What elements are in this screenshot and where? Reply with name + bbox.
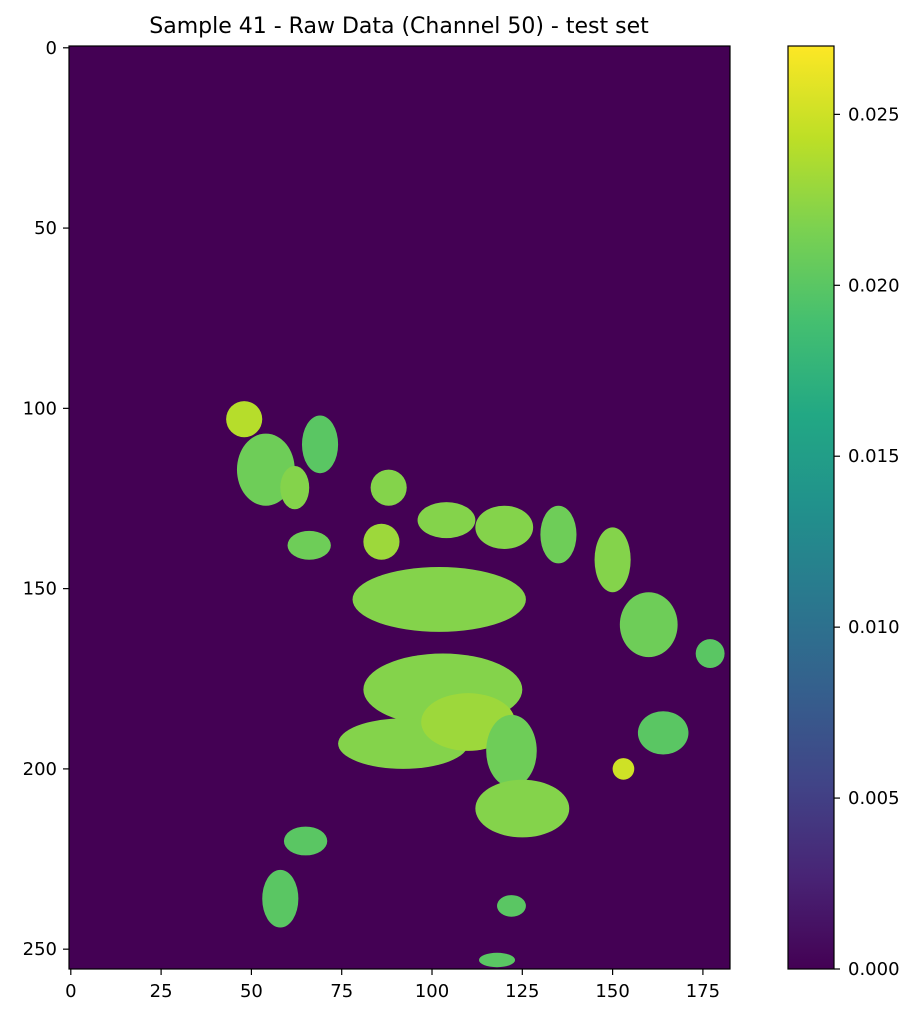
tissue-region bbox=[417, 502, 476, 539]
x-tick-label: 75 bbox=[330, 981, 353, 1002]
y-tick-label: 250 bbox=[23, 939, 57, 960]
tissue-region bbox=[478, 952, 516, 968]
colorbar-tick-label: 0.015 bbox=[848, 446, 900, 467]
chart-title: Sample 41 - Raw Data (Channel 50) - test… bbox=[149, 14, 649, 39]
y-tick-label: 150 bbox=[23, 579, 57, 600]
tissue-region bbox=[540, 505, 577, 564]
y-tick-label: 100 bbox=[23, 398, 57, 419]
x-axis: 0 25 50 75 100 125 150 175 bbox=[65, 969, 720, 1002]
x-tick-label: 125 bbox=[505, 981, 539, 1002]
heatmap-background bbox=[69, 46, 730, 969]
x-tick-label: 25 bbox=[150, 981, 173, 1002]
colorbar-tick-label: 0.010 bbox=[848, 617, 900, 638]
tissue-region bbox=[236, 433, 295, 506]
colorbar-tick-label: 0.020 bbox=[848, 275, 900, 296]
y-tick-label: 0 bbox=[46, 38, 57, 59]
colorbar-gradient bbox=[787, 45, 835, 970]
tissue-region bbox=[497, 895, 526, 917]
tissue-region bbox=[262, 869, 299, 928]
y-tick-label: 50 bbox=[34, 218, 57, 239]
tissue-region bbox=[283, 826, 328, 856]
tissue-region bbox=[352, 566, 526, 632]
x-tick-label: 100 bbox=[415, 981, 449, 1002]
plot-frame bbox=[68, 45, 731, 970]
tissue-region bbox=[637, 711, 689, 755]
y-axis: 0 50 100 150 200 250 bbox=[23, 38, 69, 960]
tissue-region bbox=[287, 530, 331, 560]
colorbar-ticks: 0.000 0.005 0.010 0.015 0.020 0.025 bbox=[834, 104, 900, 980]
tissue-region bbox=[695, 639, 725, 668]
plot-area bbox=[68, 45, 731, 970]
tissue-region bbox=[363, 523, 400, 560]
tissue-region bbox=[619, 592, 678, 658]
colorbar-tick-label: 0.005 bbox=[848, 788, 900, 809]
x-tick-label: 0 bbox=[65, 981, 76, 1002]
y-tick-label: 200 bbox=[23, 759, 57, 780]
tissue-region bbox=[475, 505, 534, 549]
tissue-region bbox=[612, 758, 635, 780]
colorbar: 0.000 0.005 0.010 0.015 0.020 0.025 bbox=[787, 45, 900, 980]
tissue-region bbox=[226, 401, 263, 438]
tissue-region bbox=[301, 415, 339, 474]
x-tick-label: 50 bbox=[240, 981, 263, 1002]
tissue-region bbox=[486, 714, 537, 787]
x-tick-label: 175 bbox=[686, 981, 720, 1002]
x-tick-label: 150 bbox=[595, 981, 629, 1002]
tissue-region bbox=[475, 779, 570, 838]
colorbar-tick-label: 0.025 bbox=[848, 104, 900, 125]
tissue-regions bbox=[226, 401, 725, 968]
tissue-region bbox=[370, 469, 407, 506]
colorbar-tick-label: 0.000 bbox=[848, 959, 900, 980]
tissue-region bbox=[594, 527, 631, 593]
tissue-region bbox=[280, 466, 310, 510]
